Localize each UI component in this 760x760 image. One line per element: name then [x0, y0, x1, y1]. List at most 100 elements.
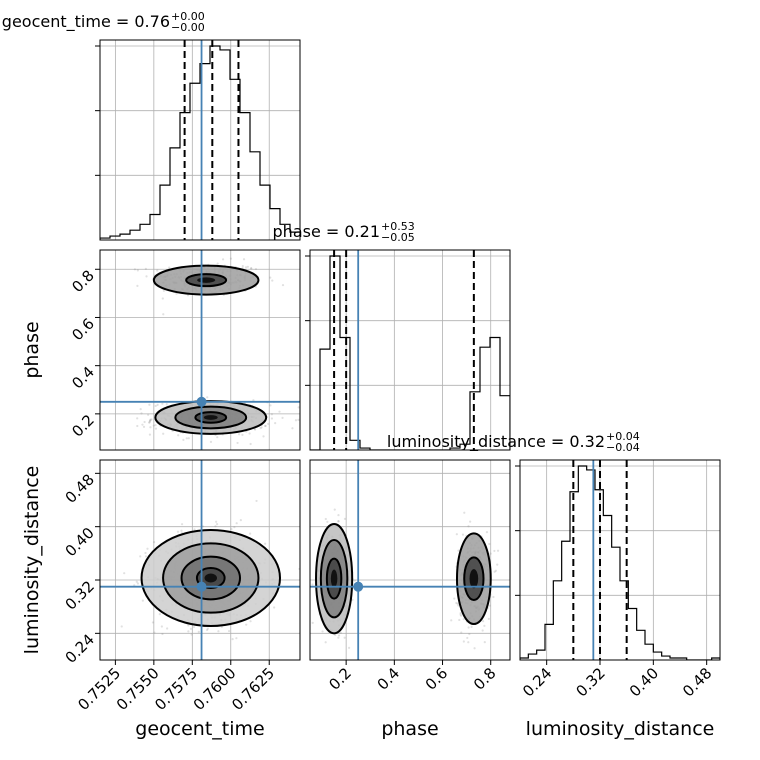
sample-point: [136, 424, 139, 428]
sample-point: [485, 531, 489, 534]
sample-point: [133, 268, 137, 271]
sample-point: [154, 404, 157, 408]
sample-point: [297, 418, 300, 421]
sample-point: [333, 508, 336, 511]
sample-point: [215, 520, 218, 523]
sample-point: [123, 572, 126, 575]
contour-0-1-0: [194, 411, 228, 424]
x-axis-phase: 0.2 0.4 0.6 0.8 phase: [325, 660, 500, 740]
sample-point: [239, 519, 242, 522]
density-core-0-1: [203, 415, 218, 420]
contour-2-0-0: [325, 557, 343, 600]
sample-point: [161, 297, 164, 300]
sample-point: [147, 413, 150, 416]
contour-0-0-1: [152, 264, 260, 296]
sample-point: [193, 528, 196, 531]
sample-point: [206, 627, 209, 630]
title-plus-luminosity_distance: +0.04: [606, 430, 640, 443]
sample-point: [136, 417, 139, 420]
frame-luminosity_distance: [519, 459, 721, 661]
sample-point: [227, 629, 231, 633]
sample-point: [294, 419, 298, 422]
sample-point: [231, 638, 234, 641]
sample-point: [152, 424, 155, 427]
sample-point: [250, 267, 253, 270]
sample-point: [135, 580, 138, 583]
truth-point-0: [196, 396, 207, 407]
sample-point: [148, 403, 151, 406]
joint-panel-geocent_time-phase: [99, 249, 301, 451]
sample-point: [152, 541, 156, 544]
sample-point: [177, 434, 180, 437]
sample-point: [140, 412, 143, 415]
sample-point: [136, 582, 140, 585]
density-core-2-0: [330, 569, 338, 588]
x-tick-label-phase-3: 0.8: [470, 664, 500, 694]
x-axis-label-geocent_time: geocent_time: [135, 718, 264, 740]
y-axis-phase: 0.2 0.4 0.6 0.8 phase: [21, 266, 100, 441]
sample-point: [270, 413, 274, 416]
contour-1-0-3: [140, 529, 281, 627]
x-tick-label-luminosity_distance-3: 0.48: [679, 664, 715, 700]
title-luminosity_distance: luminosity_distance = 0.32: [387, 432, 605, 452]
frame-geocent_time: [99, 39, 301, 241]
sample-point: [334, 633, 337, 637]
density-core-0-0: [197, 277, 216, 283]
sample-point: [162, 313, 165, 316]
sample-point: [139, 555, 142, 558]
sample-point: [254, 267, 258, 271]
y-tick-label-phase-1: 0.4: [68, 363, 98, 393]
sample-point: [149, 419, 152, 422]
sample-point: [488, 604, 491, 607]
contour-2-0-1: [319, 539, 349, 619]
sample-point: [259, 426, 262, 430]
sample-point: [141, 423, 144, 426]
sample-point: [136, 269, 139, 272]
sample-point: [270, 417, 274, 420]
sample-point: [274, 422, 277, 425]
y-tick-label-phase-3: 0.8: [68, 266, 98, 296]
y-axis-label-luminosity_distance: luminosity_distance: [21, 466, 43, 655]
sample-point: [230, 528, 233, 531]
sample-point: [481, 620, 485, 623]
y-tick-label-luminosity_distance-3: 0.48: [62, 471, 98, 507]
density-core-1-0: [204, 573, 217, 583]
sample-point: [156, 269, 159, 272]
x-tick-label-geocent_time-4: 0.7625: [228, 664, 278, 714]
x-axis-luminosity_distance: 0.24 0.32 0.40 0.48 luminosity_distance: [519, 660, 715, 740]
sample-point: [281, 283, 285, 287]
sample-point: [150, 418, 153, 421]
sample-point: [136, 284, 139, 288]
sample-point: [235, 522, 238, 525]
sample-point: [321, 630, 324, 633]
sample-point: [455, 533, 458, 536]
sample-point: [493, 570, 496, 573]
sample-point: [493, 549, 496, 553]
sample-point: [229, 257, 233, 260]
sample-point: [260, 426, 263, 429]
sample-point: [461, 533, 465, 536]
sample-point: [187, 437, 190, 440]
sample-point: [158, 613, 161, 616]
sample-point: [456, 602, 459, 605]
sample-point: [337, 634, 341, 637]
sample-point: [162, 432, 165, 435]
sample-point: [250, 267, 253, 270]
sample-point: [180, 523, 184, 526]
sample-point: [343, 517, 347, 520]
sample-point: [324, 641, 327, 644]
sample-point: [161, 402, 164, 405]
sample-point: [216, 262, 219, 265]
contour-1-0-1: [180, 555, 241, 601]
sample-point: [337, 636, 340, 639]
sample-point: [145, 275, 148, 278]
frame-joint-2: [309, 459, 511, 661]
x-tick-label-luminosity_distance-2: 0.40: [626, 664, 662, 700]
sample-point: [216, 436, 219, 439]
title-geocent_time: geocent_time = 0.76: [2, 12, 170, 32]
sample-point: [182, 438, 185, 441]
contour-2-1-1: [455, 532, 492, 626]
sample-point: [148, 421, 151, 424]
sample-point: [161, 632, 164, 636]
contour-2-1-0: [463, 556, 485, 602]
